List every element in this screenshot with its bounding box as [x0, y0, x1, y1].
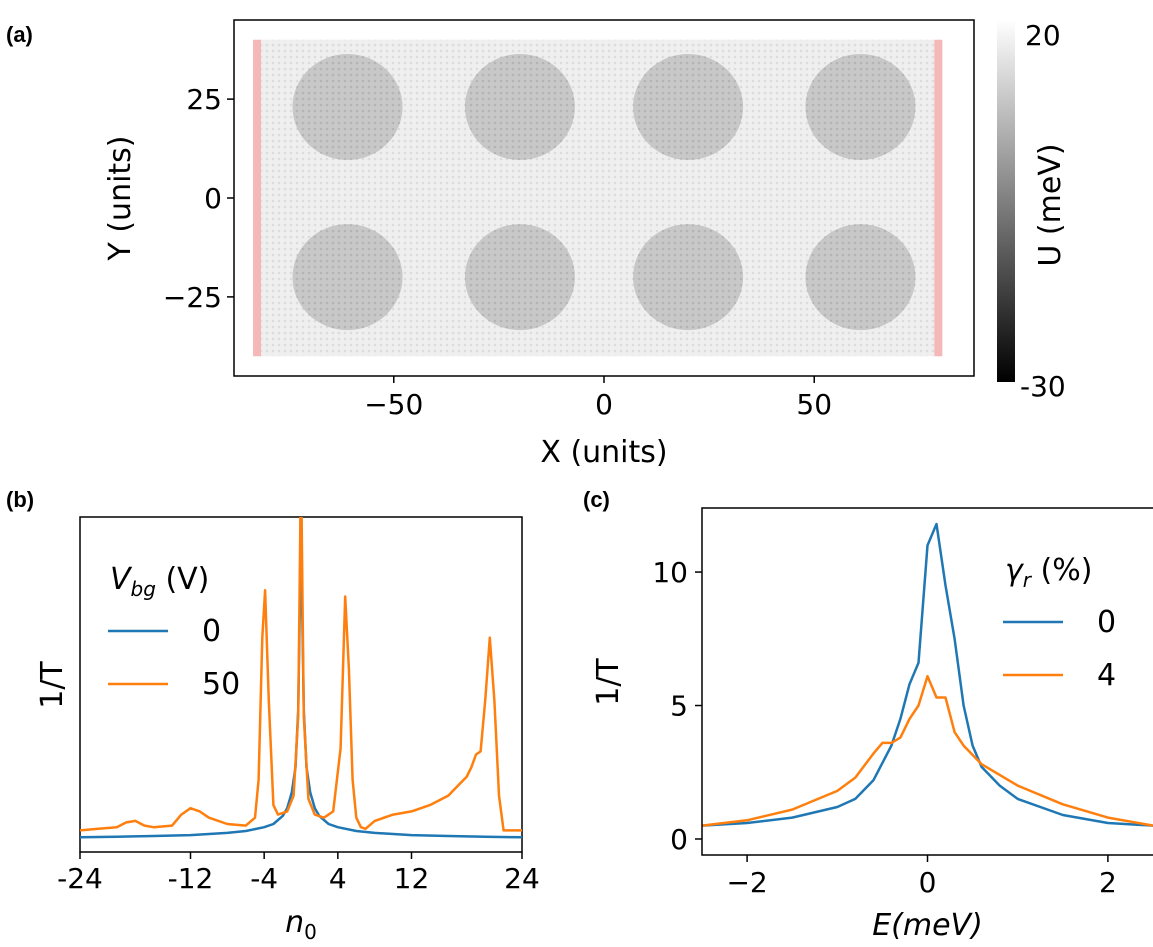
x-tick-label-b: -4: [250, 862, 278, 895]
legend-title-main: γ: [1005, 553, 1025, 588]
x-tick-label-b: -24: [57, 862, 103, 895]
legend-title-main: V: [110, 562, 133, 597]
colorbar-label: U (meV): [1033, 143, 1068, 266]
x-axis-label-b: n0: [285, 905, 317, 944]
x-tick-label-a: 50: [796, 388, 832, 421]
legend-title: Vbg (V): [110, 562, 209, 601]
panel-label-a: (a): [6, 22, 33, 47]
left-lead: [253, 39, 262, 357]
potential-dot: [633, 54, 744, 161]
panel-label-b: (b): [6, 487, 34, 512]
series-line-4: [702, 674, 1153, 827]
series-line-50: [80, 517, 522, 832]
y-axis-label-a: Y (units): [103, 135, 138, 261]
colorbar-min-label: -30: [1020, 370, 1066, 403]
y-tick-label-c: 5: [670, 690, 688, 723]
legend-title-sub: r: [1023, 568, 1033, 592]
y-tick-label-a: 0: [204, 182, 222, 215]
panel-label-c: (c): [583, 487, 610, 512]
x-axis-label-b-sub: 0: [304, 920, 317, 944]
series-line-0: [80, 517, 522, 839]
x-tick-label-b: 24: [504, 862, 540, 895]
x-tick-label-b: 4: [329, 862, 347, 895]
potential-dot: [805, 224, 916, 331]
potential-dot: [292, 54, 403, 161]
panel-a-heatmap: −50 0 50 25 0 −25 X (units) Y (units) 20 -30…: [103, 19, 1068, 470]
series-line-0: [702, 522, 1153, 827]
legend-title-unit: (V): [156, 562, 209, 597]
x-tick-label-b: 12: [394, 862, 430, 895]
legend-label-50: 50: [202, 667, 240, 702]
potential-dot: [633, 224, 744, 331]
x-axis-label-a: X (units): [540, 435, 667, 470]
panel-b-line-chart: -24 -12 -4 4 12 24 n0 1/T Vbg (V)050: [35, 516, 540, 944]
x-axis-label-b-main: n: [285, 905, 304, 940]
right-lead: [934, 39, 943, 357]
legend-title: γr (%): [1005, 553, 1092, 592]
x-axis-label-c: E(meV): [872, 908, 983, 943]
colorbar: [997, 20, 1015, 382]
y-axis-label-b: 1/T: [35, 661, 70, 709]
colorbar-max-label: 20: [1025, 19, 1061, 52]
x-tick-label-a: 0: [595, 388, 613, 421]
x-tick-label-c: −2: [726, 866, 767, 899]
y-tick-label-a: −25: [163, 281, 222, 314]
x-tick-label-a: −50: [364, 388, 423, 421]
x-tick-label-b: -12: [168, 862, 214, 895]
legend-title-unit: (%): [1031, 553, 1092, 588]
potential-dot: [292, 224, 403, 331]
x-tick-label-c: 2: [1099, 866, 1117, 899]
legend-label-0: 0: [1097, 605, 1116, 640]
y-tick-label-c: 10: [652, 556, 688, 589]
legend-label-0: 0: [202, 614, 221, 649]
potential-dot: [805, 54, 916, 161]
y-axis-label-c: 1/T: [591, 658, 626, 706]
x-tick-label-c: 0: [919, 866, 937, 899]
y-tick-label-c: 0: [670, 823, 688, 856]
legend-label-4: 4: [1097, 658, 1116, 693]
potential-dot: [464, 224, 575, 331]
potential-dot: [464, 54, 575, 161]
y-tick-label-a: 25: [186, 83, 222, 116]
legend-title-sub: bg: [131, 577, 156, 601]
